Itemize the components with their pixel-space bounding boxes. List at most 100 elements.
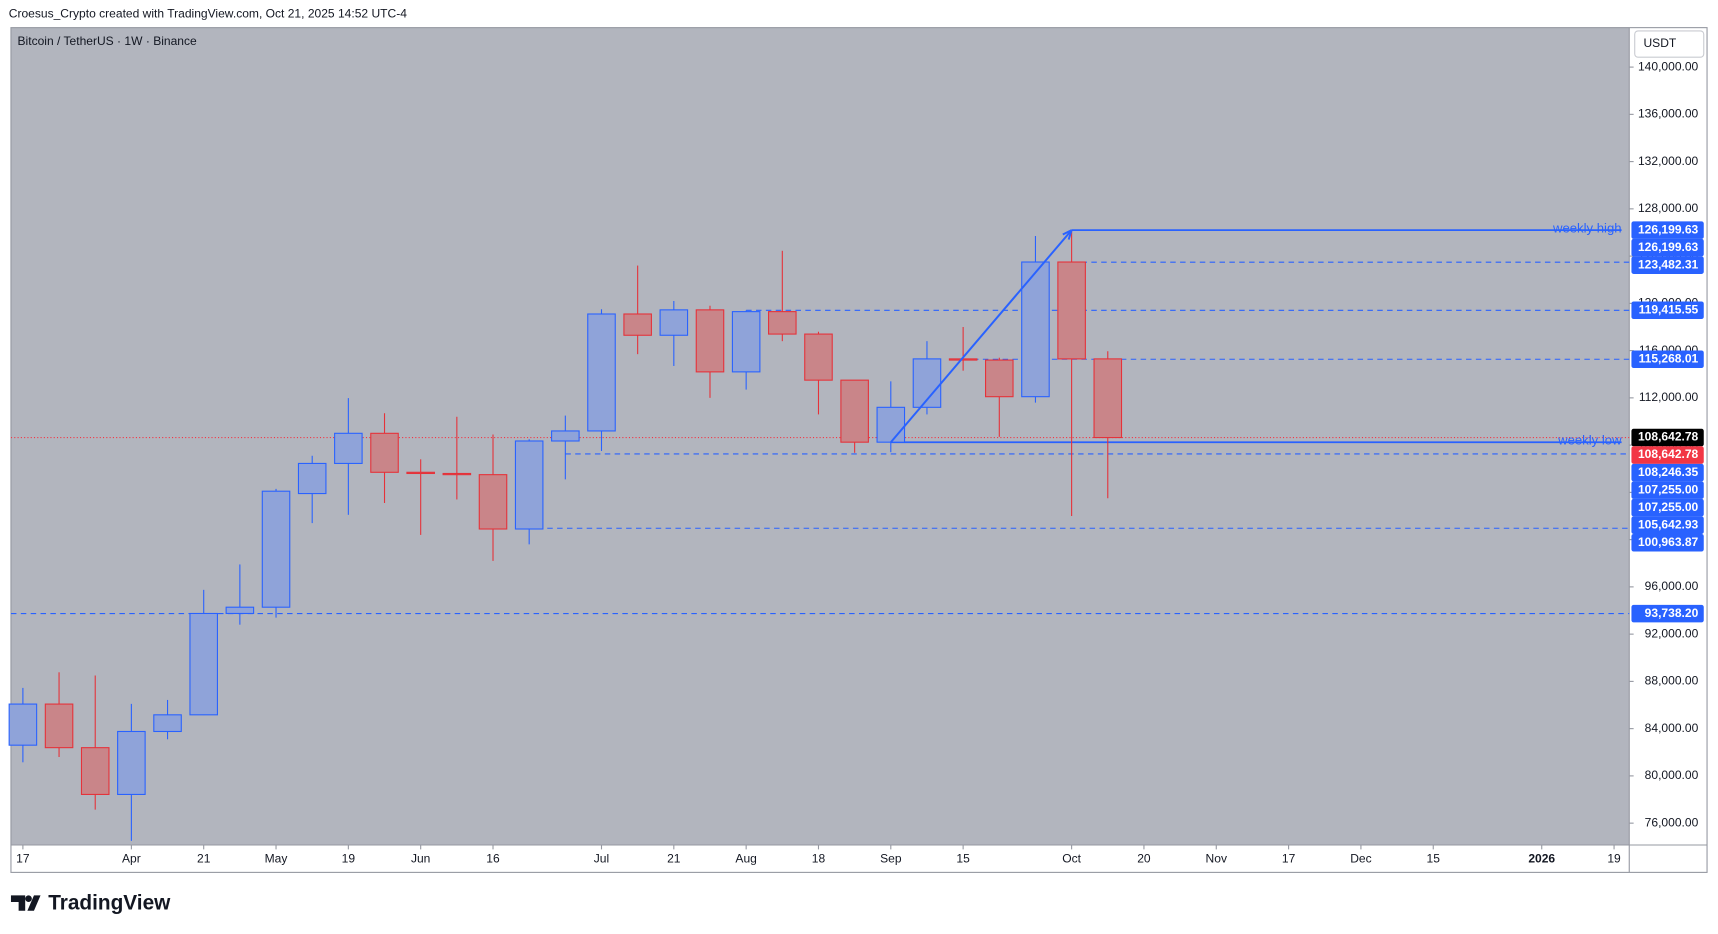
y-tick-label: 136,000.00 [1638, 107, 1699, 121]
x-tick-label: Jul [594, 851, 609, 865]
y-tick-label: 76,000.00 [1645, 815, 1699, 829]
candle-body [768, 311, 797, 335]
price-tag-label: 108,642.78 [1638, 447, 1699, 461]
candle-body [1057, 261, 1086, 360]
candle-body [297, 462, 327, 495]
candle-body [985, 359, 1014, 398]
x-tick-label: 20 [1137, 851, 1151, 865]
candle-body [876, 406, 906, 443]
x-tick-label: Dec [1350, 851, 1371, 865]
candle-body [225, 606, 255, 615]
candle-body [117, 730, 146, 795]
price-tag [1631, 256, 1704, 274]
price-tag-label: 107,255.00 [1638, 482, 1699, 496]
logo: TradingView [48, 892, 171, 915]
y-tick-label: 132,000.00 [1638, 154, 1699, 168]
price-tag [1631, 533, 1704, 552]
x-tick-label: 15 [956, 851, 970, 865]
x-tick-label: Aug [735, 851, 756, 865]
x-tick-label: Sep [880, 851, 902, 865]
currency-button[interactable] [1634, 30, 1705, 58]
candle-body [587, 313, 616, 432]
trendline [890, 229, 1073, 443]
y-tick-label: 84,000.00 [1645, 721, 1699, 735]
y-tick-label: 128,000.00 [1638, 201, 1699, 215]
price-tag-label: 105,642.93 [1638, 517, 1699, 531]
x-tick-label: 19 [1607, 851, 1621, 865]
candle-body [1021, 261, 1050, 398]
price-tag-label: 115,268.01 [1639, 351, 1699, 365]
price-tag [1631, 301, 1704, 320]
candle-body [478, 474, 508, 530]
price-tag-label: 93,738.20 [1645, 606, 1699, 620]
x-tick-label: 2026 [1528, 851, 1555, 865]
y-tick-label: 80,000.00 [1645, 768, 1699, 782]
candle-body [840, 379, 869, 443]
header: Croesus_Crypto created with TradingView.… [9, 7, 407, 21]
candle-body [8, 703, 38, 746]
price-tag-label: 108,642.78 [1638, 430, 1699, 444]
trendline-arrow [1062, 229, 1073, 240]
price-tag [1631, 516, 1704, 534]
x-tick-label: Jun [411, 851, 430, 865]
plot: weekly high weekly low [8, 220, 1630, 841]
y-tick-label: 96,000.00 [1645, 579, 1699, 593]
x-tick-label: 21 [197, 851, 211, 865]
candle-body [442, 472, 472, 476]
candle-body [334, 432, 363, 464]
currency[interactable]: USDT [1643, 36, 1676, 50]
price-tag-label: 119,415.55 [1639, 302, 1699, 316]
level-text: weekly high [1552, 220, 1622, 235]
price-tag-label: 123,482.31 [1638, 257, 1699, 271]
plot-bg [10, 27, 1630, 846]
x-tick-label: Oct [1062, 851, 1081, 865]
candle-body [189, 612, 218, 716]
price-tag-label: 126,199.63 [1638, 222, 1699, 236]
price-tag [1631, 238, 1704, 257]
candle-body [804, 333, 833, 381]
x-tick-label: 21 [667, 851, 681, 865]
symbol-title: Bitcoin / TetherUS · 1W · Binance [18, 34, 198, 48]
candle-body [44, 703, 74, 749]
candle-body [659, 309, 689, 336]
price-tag [1631, 463, 1704, 482]
price-tag [1631, 446, 1704, 464]
candle-body [261, 490, 291, 608]
y-tick-label: 140,000.00 [1638, 59, 1699, 73]
x-tick-label: 17 [16, 851, 30, 865]
x-tick-label: 19 [342, 851, 356, 865]
candle-body [370, 432, 399, 473]
candle-body [80, 747, 110, 795]
price-tag [1631, 604, 1704, 623]
price-tag-label: 126,199.63 [1638, 240, 1699, 254]
x-tick-label: 18 [812, 851, 826, 865]
price-tag [1631, 481, 1704, 499]
price-tag-label: 108,246.35 [1638, 465, 1699, 479]
price-tag [1631, 221, 1704, 239]
candle-body [731, 311, 761, 373]
price-tag-label: 100,963.87 [1638, 535, 1699, 549]
price-tag [1631, 350, 1704, 369]
candle-body [406, 471, 435, 475]
x-tick-label: 17 [1282, 851, 1296, 865]
price-tag [1631, 498, 1704, 517]
x-tick-label: 15 [1427, 851, 1441, 865]
x-tick-label: Nov [1206, 851, 1227, 865]
x-tick-label: 16 [486, 851, 500, 865]
candle-body [153, 714, 182, 733]
level-text: weekly low [1557, 433, 1622, 448]
candle-body [695, 309, 725, 373]
candle-body [948, 358, 978, 361]
logo-icon [10, 895, 41, 911]
candle-body [1093, 358, 1123, 439]
candle-body [551, 430, 580, 442]
y-tick-label: 92,000.00 [1645, 626, 1699, 640]
y-tick-label: 112,000.00 [1639, 390, 1699, 404]
y-tick-label: 88,000.00 [1645, 674, 1699, 688]
price-tag [1631, 428, 1704, 447]
x-tick-label: Apr [122, 851, 141, 865]
price-tag-label: 107,255.00 [1638, 500, 1699, 514]
candle-body [514, 440, 544, 530]
candle-body [623, 313, 652, 336]
